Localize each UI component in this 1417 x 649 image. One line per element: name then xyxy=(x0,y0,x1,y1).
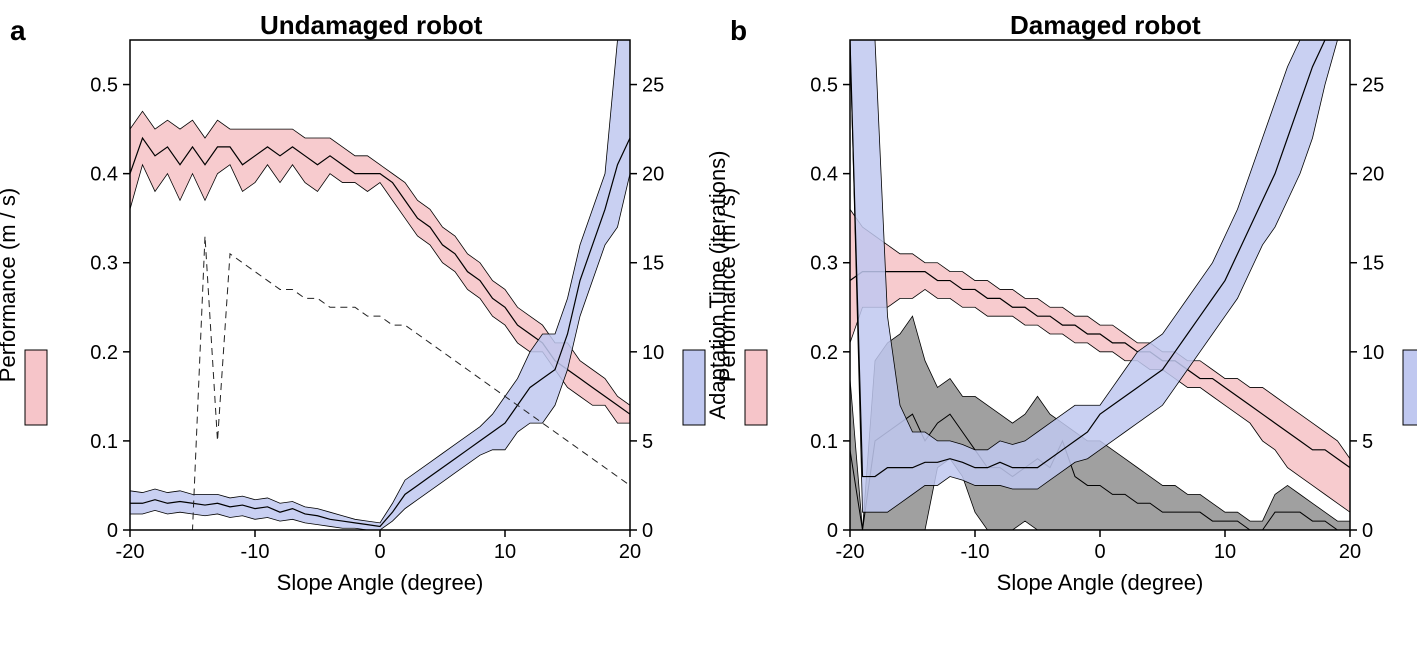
svg-text:15: 15 xyxy=(642,253,664,275)
svg-text:0.1: 0.1 xyxy=(90,431,118,453)
svg-text:10: 10 xyxy=(494,541,516,563)
x-axis-label: Slope Angle (degree) xyxy=(277,570,484,595)
panel-a: -20-100102000.10.20.30.40.50510152025Slo… xyxy=(0,40,730,595)
svg-text:0.3: 0.3 xyxy=(810,253,838,275)
svg-text:20: 20 xyxy=(619,541,641,563)
y1-axis-label: Performance (m / s) xyxy=(0,188,20,382)
svg-text:20: 20 xyxy=(1362,164,1384,186)
svg-text:-10: -10 xyxy=(961,541,990,563)
x-axis-label: Slope Angle (degree) xyxy=(997,570,1204,595)
svg-text:0.2: 0.2 xyxy=(90,342,118,364)
svg-text:0: 0 xyxy=(374,541,385,563)
svg-text:10: 10 xyxy=(1362,342,1384,364)
svg-text:10: 10 xyxy=(642,342,664,364)
panel-b: -20-100102000.10.20.30.40.50510152025Slo… xyxy=(715,40,1417,595)
svg-text:15: 15 xyxy=(1362,253,1384,275)
svg-text:0: 0 xyxy=(1362,520,1373,542)
legend-time-swatch xyxy=(1403,350,1417,425)
svg-text:-20: -20 xyxy=(836,541,865,563)
svg-text:-10: -10 xyxy=(241,541,270,563)
svg-text:20: 20 xyxy=(1339,541,1361,563)
svg-text:20: 20 xyxy=(642,164,664,186)
svg-text:0.5: 0.5 xyxy=(810,75,838,97)
svg-text:5: 5 xyxy=(1362,431,1373,453)
legend-perf-swatch xyxy=(745,350,767,425)
svg-text:0.4: 0.4 xyxy=(90,164,118,186)
svg-text:0.3: 0.3 xyxy=(90,253,118,275)
svg-text:0: 0 xyxy=(1094,541,1105,563)
svg-text:0.4: 0.4 xyxy=(810,164,838,186)
svg-text:0.5: 0.5 xyxy=(90,75,118,97)
legend-time-swatch xyxy=(683,350,705,425)
svg-text:0: 0 xyxy=(642,520,653,542)
chart-svg: -20-100102000.10.20.30.40.50510152025Slo… xyxy=(0,0,1417,649)
svg-text:5: 5 xyxy=(642,431,653,453)
legend-perf-swatch xyxy=(25,350,47,425)
svg-text:-20: -20 xyxy=(116,541,145,563)
svg-text:0.2: 0.2 xyxy=(810,342,838,364)
svg-text:0: 0 xyxy=(827,520,838,542)
svg-text:25: 25 xyxy=(642,75,664,97)
svg-text:25: 25 xyxy=(1362,75,1384,97)
y1-axis-label: Performance (m / s) xyxy=(715,188,740,382)
svg-text:0.1: 0.1 xyxy=(810,431,838,453)
svg-text:10: 10 xyxy=(1214,541,1236,563)
svg-text:0: 0 xyxy=(107,520,118,542)
